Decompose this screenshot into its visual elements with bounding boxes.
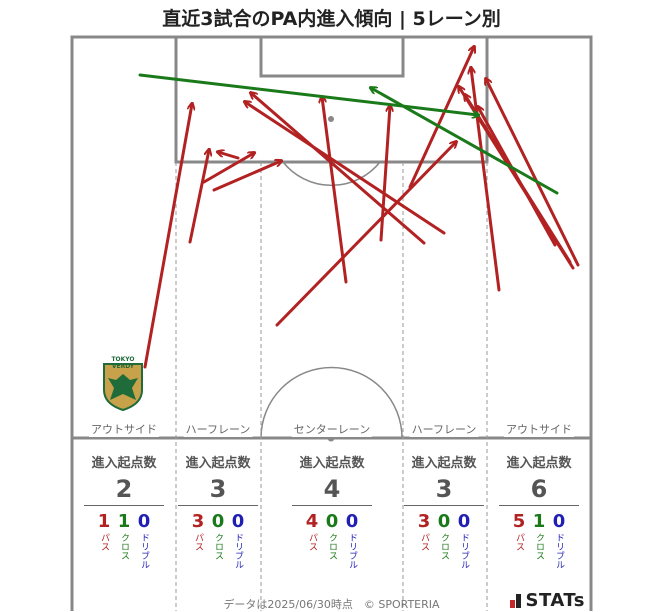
stat-pass-count: 4 — [305, 511, 319, 532]
stat-cross-count: 0 — [211, 511, 225, 532]
cross-arrow-18 — [371, 88, 559, 195]
stat-total: 3 — [404, 475, 484, 506]
lane-stats-center: 進入起点数 4 4 パス 0 クロス 0 ドリブル — [292, 452, 372, 569]
pass-arrow-13 — [486, 79, 580, 267]
penalty-spot — [328, 116, 334, 122]
stat-breakdown: 3 パス 0 クロス 0 ドリブル — [178, 511, 258, 570]
stat-cross-label: クロス — [213, 533, 223, 560]
stat-pass-count: 1 — [97, 511, 111, 532]
lane-stats-outside-right: 進入起点数 6 5 パス 1 クロス 0 ドリブル — [499, 452, 579, 569]
stat-dribble-count: 0 — [457, 511, 471, 532]
stat-breakdown: 4 パス 0 クロス 0 ドリブル — [292, 511, 372, 570]
pass-arrow-9 — [251, 93, 426, 245]
stat-pass-count: 3 — [191, 511, 205, 532]
center-circle — [260, 366, 403, 439]
stats-bars-icon — [509, 593, 522, 608]
stat-dribble-label: ドリブル — [233, 533, 243, 569]
team-logo-text: TOKYO VERDY — [111, 356, 135, 370]
stat-header: 進入起点数 — [411, 456, 477, 471]
stat-total: 2 — [84, 475, 164, 506]
stat-pass-label: パス — [514, 533, 524, 551]
stat-cross-label: クロス — [119, 533, 129, 560]
stat-pass-label: パス — [307, 533, 317, 551]
stat-breakdown: 3 パス 0 クロス 0 ドリブル — [404, 511, 484, 570]
stat-total: 6 — [499, 475, 579, 506]
stat-pass-count: 3 — [417, 511, 431, 532]
stat-dribble-label: ドリブル — [347, 533, 357, 569]
stat-cross-label: クロス — [327, 533, 337, 560]
chart-title: 直近3試合のPA内進入傾向 | 5レーン別 — [162, 8, 501, 30]
lane-label-halfspace-left: ハーフレーン — [183, 421, 253, 437]
stat-header: 進入起点数 — [506, 456, 572, 471]
pass-arrow-7 — [379, 106, 390, 242]
stat-total: 4 — [292, 475, 372, 506]
stat-pass-label: パス — [193, 533, 203, 551]
stat-dribble-count: 0 — [345, 511, 359, 532]
pass-arrow-3 — [202, 153, 254, 184]
stat-dribble-count: 0 — [231, 511, 245, 532]
stat-breakdown: 1 パス 1 クロス 0 ドリブル — [84, 511, 164, 570]
stat-pass-count: 5 — [512, 511, 526, 532]
stat-dribble-label: ドリブル — [139, 533, 149, 569]
stat-pass-label: パス — [419, 533, 429, 551]
pass-arrow-10 — [275, 142, 456, 327]
pass-arrow-12 — [471, 68, 501, 292]
lane-label-outside-left: アウトサイド — [89, 421, 159, 437]
stat-dribble-label: ドリブル — [459, 533, 469, 569]
stat-cross-count: 1 — [117, 511, 131, 532]
stat-header: 進入起点数 — [299, 456, 365, 471]
stat-breakdown: 5 パス 1 クロス 0 ドリブル — [499, 511, 579, 570]
goal-area — [259, 35, 405, 78]
lane-stats-outside-left: 進入起点数 2 1 パス 1 クロス 0 ドリブル — [84, 452, 164, 569]
team-logo: TOKYO VERDY — [100, 356, 146, 412]
pass-arrow-5 — [218, 152, 240, 160]
stat-header: 進入起点数 — [185, 456, 251, 471]
stat-cross-label: クロス — [439, 533, 449, 560]
lane-label-outside-right: アウトサイド — [504, 421, 574, 437]
lane-stats-halfspace-right: 進入起点数 3 3 パス 0 クロス 0 ドリブル — [404, 452, 484, 569]
brand-name: STATs — [525, 590, 585, 611]
pass-arrow-6 — [322, 97, 348, 284]
stat-dribble-label: ドリブル — [554, 533, 564, 569]
footer-note: データは2025/06/30時点 © SPORTERIA — [223, 598, 440, 611]
stat-cross-label: クロス — [534, 533, 544, 560]
stat-cross-count: 1 — [532, 511, 546, 532]
pass-arrow-2 — [188, 150, 209, 244]
stat-cross-count: 0 — [437, 511, 451, 532]
stat-pass-label: パス — [99, 533, 109, 551]
penalty-area — [174, 35, 489, 164]
penalty-arc — [282, 161, 381, 187]
pass-arrow-8 — [245, 102, 446, 235]
stat-dribble-count: 0 — [552, 511, 566, 532]
pass-arrow-4 — [212, 161, 281, 192]
stat-header: 進入起点数 — [91, 456, 157, 471]
lane-stats-halfspace-left: 進入起点数 3 3 パス 0 クロス 0 ドリブル — [178, 452, 258, 569]
cross-arrow-17 — [138, 73, 478, 115]
lane-label-center: センターレーン — [291, 421, 373, 437]
pass-arrow-16 — [478, 107, 557, 247]
stat-dribble-count: 0 — [137, 511, 151, 532]
lane-label-halfspace-right: ハーフレーン — [409, 421, 479, 437]
stat-cross-count: 0 — [325, 511, 339, 532]
pass-arrow-1 — [143, 104, 192, 369]
stat-total: 3 — [178, 475, 258, 506]
pass-arrow-11 — [408, 47, 474, 189]
brand-logo: STATs — [509, 590, 585, 611]
